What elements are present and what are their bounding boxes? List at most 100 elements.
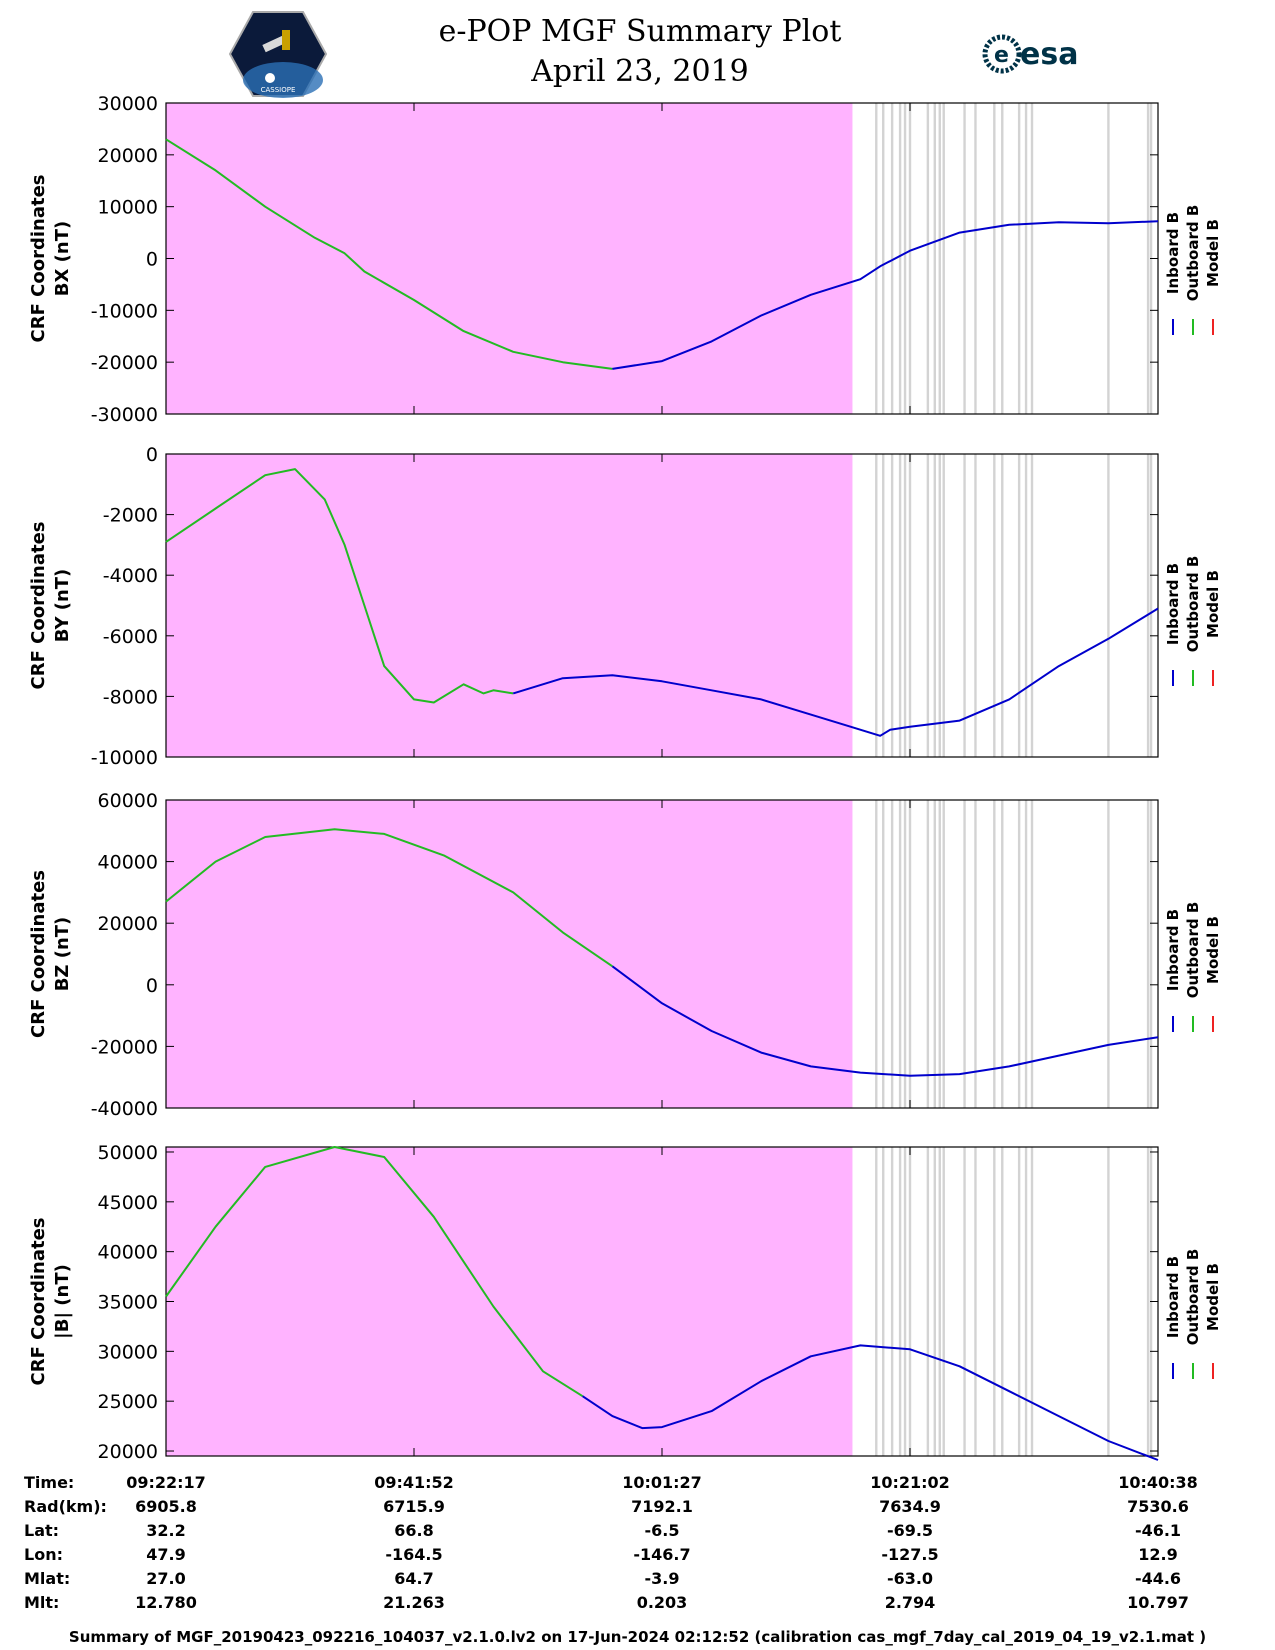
panel-1-gap-stripe — [1107, 103, 1110, 414]
ephemeris-value: 21.263 — [383, 1593, 445, 1612]
y-tick-label: 0 — [146, 975, 158, 997]
panel-4-gap-stripe — [1024, 1147, 1028, 1456]
y-tick-label: -2000 — [103, 505, 158, 527]
panel-4-gap-stripe — [898, 1147, 902, 1456]
panel-1-gap-stripe — [1030, 103, 1034, 414]
panel-3-gap-stripe — [1149, 800, 1153, 1108]
panel-4-gap-stripe — [908, 1147, 912, 1456]
ephemeris-value: 10.797 — [1127, 1593, 1189, 1612]
ephemeris-value: 7530.6 — [1127, 1497, 1189, 1516]
mission-badge-text: CASSIOPE — [261, 86, 296, 94]
panel-3-gap-stripe — [898, 800, 902, 1108]
panel-4-gap-stripe — [903, 1147, 907, 1456]
legend-label: Model B — [1204, 570, 1222, 638]
y-tick-label: 45000 — [98, 1192, 158, 1214]
legend-label: Inboard B — [1164, 563, 1182, 645]
series-line-outboard-b — [165, 468, 514, 704]
ephemeris-value: 66.8 — [394, 1521, 433, 1540]
esa-logo-text: esa — [1020, 37, 1078, 72]
series-line-inboard-b — [512, 607, 1159, 737]
y-tick-label: 35000 — [98, 1292, 158, 1314]
panel-1-gap-stripe — [1001, 103, 1004, 414]
panel-2-gap-stripe — [942, 454, 945, 757]
panel-3-gap-stripe — [903, 800, 907, 1108]
panel-3-gap-stripe — [875, 800, 878, 1108]
ephemeris-value: 10:40:38 — [1118, 1473, 1198, 1492]
y-tick-label: -4000 — [103, 565, 158, 587]
y-tick-label: -8000 — [103, 686, 158, 708]
panel-2-gap-stripe — [903, 454, 907, 757]
y-tick-label: 25000 — [98, 1391, 158, 1413]
panel-4-gap-stripe — [1001, 1147, 1004, 1456]
panel-4-gap-stripe — [942, 1147, 945, 1456]
series-line-outboard-b — [165, 828, 613, 968]
panel-1-gap-stripe — [963, 103, 966, 414]
panel-2-gap-stripe — [1017, 454, 1021, 757]
y-axis-label: BY (nT) — [52, 569, 73, 643]
ephemeris-row-label: Mlt: — [24, 1593, 59, 1612]
ephemeris-value: 7634.9 — [879, 1497, 941, 1516]
series-line-outboard-b — [165, 138, 613, 370]
legend-label: Outboard B — [1184, 205, 1202, 302]
series-line-inboard-b — [582, 1344, 1159, 1461]
panel-2-gap-stripe — [908, 454, 912, 757]
ephemeris-row-label: Mlat: — [24, 1569, 70, 1588]
legend-label: Inboard B — [1164, 1256, 1182, 1338]
series-line-outboard-b — [165, 1146, 584, 1398]
panel-2-gap-stripe — [974, 454, 977, 757]
y-axis-label: BX (nT) — [52, 221, 73, 296]
panel-2-gap-stripe — [1146, 454, 1150, 757]
panel-4-gap-stripe — [933, 1147, 936, 1456]
mission-badge-logo: CASSIOPE — [228, 10, 328, 98]
y-tick-label: 20000 — [98, 913, 158, 935]
ephemeris-value: -164.5 — [385, 1545, 442, 1564]
ephemeris-value: 10:21:02 — [870, 1473, 950, 1492]
panel-4-gap-stripe — [875, 1147, 878, 1456]
panel-2-gap-stripe — [1024, 454, 1028, 757]
panel-1-gap-stripe — [908, 103, 912, 414]
panel-3-gap-stripe — [933, 800, 936, 1108]
panel-2-gap-stripe — [882, 454, 885, 757]
panel-3-data-gap-fill — [166, 800, 853, 1108]
panel-1-gap-stripe — [898, 103, 902, 414]
legend-label: Outboard B — [1184, 902, 1202, 999]
legend-label: Model B — [1204, 1263, 1222, 1331]
y-tick-label: 20000 — [98, 1441, 158, 1463]
panel-1-gap-stripe — [890, 103, 894, 414]
ephemeris-value: -44.6 — [1135, 1569, 1181, 1588]
legend-label: Outboard B — [1184, 1249, 1202, 1346]
y-tick-label: -20000 — [91, 1036, 158, 1058]
panel-2-gap-stripe — [926, 454, 930, 757]
panel-2-gap-stripe — [1107, 454, 1110, 757]
ephemeris-value: 7192.1 — [631, 1497, 693, 1516]
panel-4-gap-stripe — [882, 1147, 885, 1456]
panel-1-gap-stripe — [1146, 103, 1150, 414]
ephemeris-value: 2.794 — [885, 1593, 936, 1612]
panel-3-gap-stripe — [1017, 800, 1021, 1108]
panel-4-gap-stripe — [963, 1147, 966, 1456]
footer-summary: Summary of MGF_20190423_092216_104037_v2… — [68, 1628, 1207, 1646]
y-tick-label: 0 — [146, 444, 158, 466]
ephemeris-value: 0.203 — [637, 1593, 688, 1612]
y-tick-label: 60000 — [98, 790, 158, 812]
y-tick-label: -40000 — [91, 1098, 158, 1120]
y-tick-label: 40000 — [98, 852, 158, 874]
panel-4-data-gap-fill — [166, 1147, 853, 1456]
plot-date: April 23, 2019 — [531, 54, 749, 89]
ephemeris-value: -69.5 — [887, 1521, 933, 1540]
ephemeris-value: 09:41:52 — [374, 1473, 454, 1492]
panel-2-gap-stripe — [875, 454, 878, 757]
y-axis-label: BZ (nT) — [52, 917, 73, 992]
svg-text:e: e — [994, 43, 1009, 68]
panel-1-gap-stripe — [938, 103, 941, 414]
panel-1-gap-stripe — [993, 103, 996, 414]
ephemeris-value: 09:22:17 — [126, 1473, 206, 1492]
legend-label: Inboard B — [1164, 909, 1182, 991]
y-tick-label: -6000 — [103, 626, 158, 648]
panel-1-gap-stripe — [942, 103, 945, 414]
legend-label: Model B — [1204, 219, 1222, 287]
panel-2-data-gap-fill — [166, 454, 853, 757]
panel-3-gap-stripe — [993, 800, 996, 1108]
